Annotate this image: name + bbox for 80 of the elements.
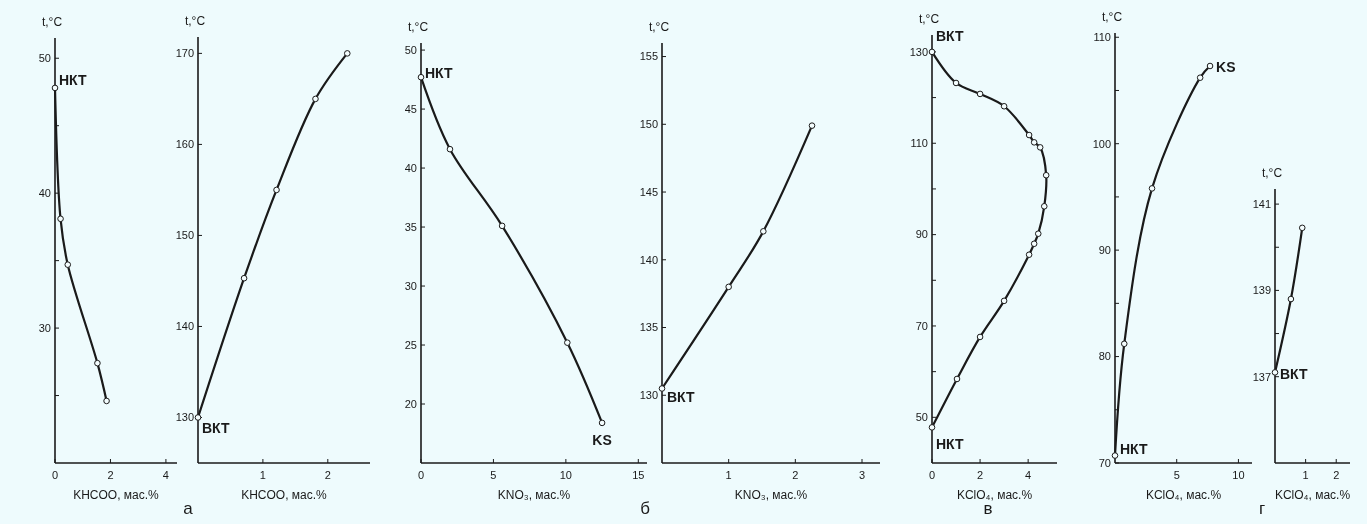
y-tick-label: 40 xyxy=(404,161,417,174)
y-tick-label: 137 xyxy=(1252,370,1271,383)
y-tick-label: 80 xyxy=(1098,350,1111,363)
y-tick-label: 70 xyxy=(1098,456,1111,469)
x-axis-title: KClO₄, мас.% xyxy=(956,488,1033,502)
y-axis-title: t,°C xyxy=(1261,166,1283,180)
y-tick-label: 90 xyxy=(1098,243,1111,256)
y-axis-title: t,°C xyxy=(918,12,940,26)
y-axis-title: t,°C xyxy=(648,20,670,34)
x-tick-label: 1 xyxy=(725,469,732,481)
annotation: НКТ xyxy=(59,71,87,88)
y-tick-label: 135 xyxy=(639,321,658,334)
y-tick-label: 45 xyxy=(404,102,417,115)
y-axis-title: t,°C xyxy=(1101,10,1123,24)
y-tick-label: 35 xyxy=(404,220,417,233)
x-tick-label: 0 xyxy=(417,469,425,481)
x-tick-label: 15 xyxy=(632,469,645,481)
x-axis-title: KClO₄, мас.% xyxy=(1274,488,1351,502)
x-tick-label: 0 xyxy=(51,469,59,481)
x-tick-label: 1 xyxy=(259,469,266,481)
x-tick-label: 0 xyxy=(928,469,936,481)
annotation: ВКТ xyxy=(936,27,964,44)
x-tick-label: 4 xyxy=(162,469,169,481)
x-tick-label: 3 xyxy=(858,469,866,481)
x-tick-label: 2 xyxy=(324,469,331,481)
y-tick-label: 70 xyxy=(915,319,928,332)
y-tick-label: 140 xyxy=(639,253,658,266)
y-tick-label: 25 xyxy=(404,338,417,351)
x-tick-label: 2 xyxy=(977,469,984,481)
annotation: KS xyxy=(1216,58,1236,75)
y-axis-title: t,°C xyxy=(184,14,206,28)
y-axis-title: t,°C xyxy=(407,20,429,34)
x-tick-label: 1 xyxy=(1302,469,1309,481)
y-tick-label: 30 xyxy=(38,321,51,334)
annotation: НКТ xyxy=(936,436,964,453)
x-tick-label: 5 xyxy=(1173,469,1180,481)
y-tick-label: 90 xyxy=(915,228,928,241)
text: а xyxy=(183,499,194,518)
text: г xyxy=(1258,499,1266,518)
y-tick-label: 40 xyxy=(38,187,51,200)
y-tick-label: 140 xyxy=(175,320,194,333)
text: б xyxy=(640,499,651,518)
y-tick-label: 30 xyxy=(404,279,417,292)
y-tick-label: 141 xyxy=(1252,197,1271,210)
x-tick-label: 10 xyxy=(1232,469,1245,481)
x-tick-label: 2 xyxy=(792,469,799,481)
x-tick-label: 2 xyxy=(107,469,114,481)
y-tick-label: 100 xyxy=(1092,137,1111,150)
x-tick-label: 2 xyxy=(1333,469,1340,481)
y-tick-label: 170 xyxy=(175,47,194,60)
y-tick-label: 130 xyxy=(175,411,194,424)
y-tick-label: 150 xyxy=(175,229,194,242)
x-axis-title: KClO₄, мас.% xyxy=(1145,488,1222,502)
y-tick-label: 130 xyxy=(909,45,928,58)
x-axis-title: KHCOO, мас.% xyxy=(73,488,160,502)
y-axis-title: t,°C xyxy=(41,15,63,29)
y-tick-label: 50 xyxy=(38,52,51,65)
y-tick-label: 50 xyxy=(915,411,928,424)
annotation: ВКТ xyxy=(667,389,695,406)
annotation: НКТ xyxy=(425,65,453,82)
annotation: KS xyxy=(592,431,612,448)
x-tick-label: 10 xyxy=(559,469,572,481)
y-tick-label: 50 xyxy=(404,43,417,56)
y-tick-label: 145 xyxy=(639,185,658,198)
x-axis-title: KHCOO, мас.% xyxy=(241,488,328,502)
x-tick-label: 4 xyxy=(1025,469,1032,481)
y-tick-label: 20 xyxy=(404,397,417,410)
annotation: ВКТ xyxy=(1280,366,1308,383)
y-tick-label: 160 xyxy=(175,138,194,151)
x-axis-title: KNO₃, мас.% xyxy=(734,488,808,502)
annotation: НКТ xyxy=(1120,441,1148,458)
x-tick-label: 5 xyxy=(490,469,497,481)
y-tick-label: 155 xyxy=(639,50,658,63)
y-tick-label: 130 xyxy=(639,389,658,402)
y-tick-label: 110 xyxy=(910,137,928,150)
annotation: ВКТ xyxy=(202,420,230,437)
y-tick-label: 139 xyxy=(1252,284,1271,297)
x-axis-title: KNO₃, мас.% xyxy=(497,488,571,502)
y-tick-label: 110 xyxy=(1093,31,1111,44)
y-tick-label: 150 xyxy=(639,118,658,131)
